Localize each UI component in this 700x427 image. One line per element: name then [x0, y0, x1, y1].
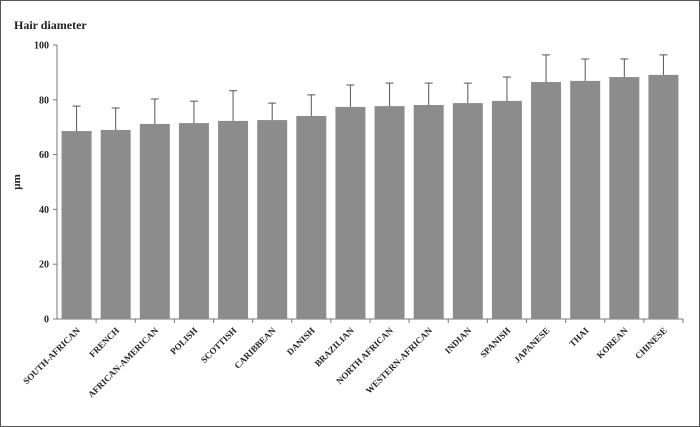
y-tick-label: 80: [39, 95, 49, 106]
error-bar: [150, 98, 159, 124]
error-bar: [502, 76, 511, 101]
x-tick-label: KOREAN: [595, 325, 630, 360]
y-axis-label: µm: [11, 174, 23, 190]
x-tick-label: JAPANESE: [512, 325, 551, 364]
error-bar: [72, 105, 81, 132]
error-bar: [385, 82, 394, 107]
x-tick-label: CARIBBEAN: [232, 325, 278, 371]
bar: [178, 123, 209, 319]
bar: [531, 81, 562, 320]
error-bar: [346, 84, 355, 107]
x-tick-label: INDIAN: [443, 325, 474, 356]
bar: [648, 74, 679, 319]
error-bar: [620, 58, 629, 78]
bar: [452, 103, 483, 319]
x-tick-label: FRENCH: [87, 325, 121, 359]
error-bar: [307, 94, 316, 116]
y-tick-label: 0: [44, 315, 49, 326]
y-tick-label: 20: [39, 260, 49, 271]
y-tick-label: 100: [34, 41, 49, 52]
x-tick-label: WESTERN-AFRICAN: [364, 325, 435, 396]
error-bar: [229, 90, 238, 121]
bar: [491, 100, 522, 320]
chart-title: Hair diameter: [14, 18, 87, 32]
x-tick-label: THAI: [567, 325, 591, 349]
bar: [61, 131, 92, 319]
error-bar: [424, 82, 433, 106]
error-bar: [111, 107, 120, 130]
x-tick-label: SPANISH: [478, 325, 512, 359]
error-bar: [268, 102, 277, 121]
error-bar: [542, 54, 551, 82]
x-tick-label: SOUTH-AFRICAN: [21, 325, 82, 386]
x-tick-label: CHINESE: [633, 325, 669, 361]
bar: [609, 77, 640, 319]
x-tick-label: BRAZILIAN: [313, 325, 356, 368]
bar: [257, 120, 288, 320]
x-tick-label: DANISH: [285, 325, 317, 357]
bar: [413, 105, 444, 319]
x-tick-label: AFRICAN-AMERICAN: [86, 325, 161, 400]
error-bar: [581, 58, 590, 81]
x-tick-label: POLISH: [168, 325, 199, 356]
y-tick-label: 40: [39, 205, 49, 216]
bar: [218, 120, 249, 319]
error-bar: [463, 82, 472, 104]
bar: [296, 115, 327, 319]
error-bar: [189, 100, 198, 124]
bar: [374, 106, 405, 320]
bar: [139, 123, 170, 319]
y-tick-label: 60: [39, 150, 49, 161]
bar: [335, 106, 366, 319]
bar: [570, 80, 601, 319]
bar: [100, 129, 131, 319]
error-bar: [659, 54, 668, 75]
x-tick-label: SCOTTISH: [199, 325, 239, 365]
